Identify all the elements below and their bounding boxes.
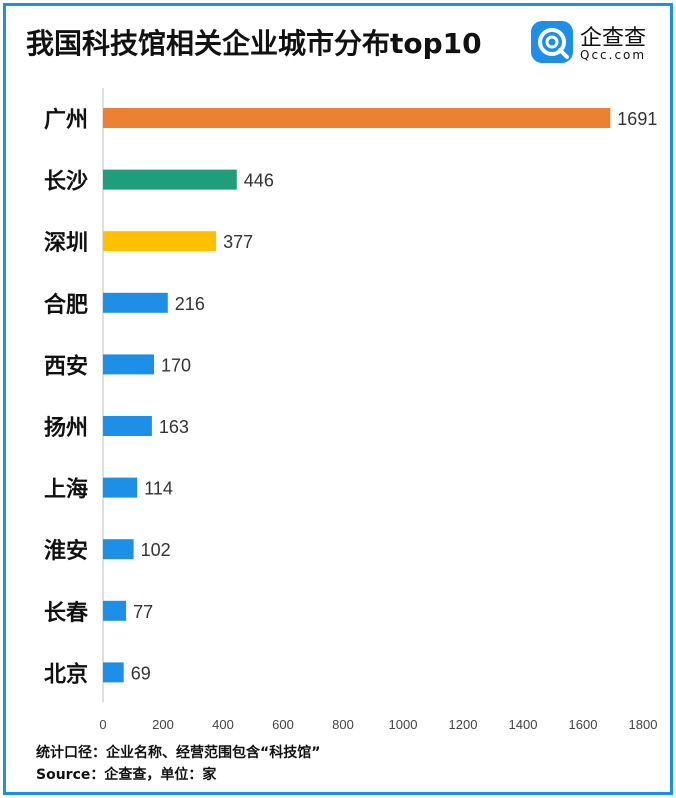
bar bbox=[103, 662, 124, 683]
category-label: 长沙 bbox=[44, 170, 88, 195]
category-label: 长春 bbox=[44, 601, 88, 626]
bar bbox=[103, 292, 168, 313]
chart-title: 我国科技馆相关企业城市分布top10 bbox=[26, 27, 482, 60]
x-tick-label: 800 bbox=[332, 717, 354, 732]
footnote-scope: 统计口径：企业名称、经营范围包含“科技馆” bbox=[36, 745, 321, 761]
data-label: 377 bbox=[223, 232, 253, 252]
x-tick-label: 1400 bbox=[509, 717, 538, 732]
bar bbox=[103, 169, 237, 190]
bar bbox=[103, 477, 138, 498]
brand-name-en: Qcc.com bbox=[580, 48, 647, 62]
qcc-logo-icon bbox=[531, 21, 573, 63]
data-label: 102 bbox=[141, 540, 171, 560]
x-tick-label: 1000 bbox=[389, 717, 418, 732]
category-label: 北京 bbox=[44, 661, 88, 687]
bar bbox=[103, 539, 134, 560]
brand-name-cn: 企查查 bbox=[580, 26, 647, 51]
category-label: 深圳 bbox=[44, 231, 88, 256]
bar bbox=[103, 354, 154, 375]
category-label: 合肥 bbox=[44, 292, 88, 318]
category-label: 淮安 bbox=[44, 538, 88, 564]
category-label: 上海 bbox=[44, 477, 88, 503]
x-tick-label: 200 bbox=[152, 717, 174, 732]
bar bbox=[103, 600, 127, 621]
data-label: 77 bbox=[133, 602, 153, 622]
data-label: 114 bbox=[144, 479, 173, 499]
x-tick-label: 0 bbox=[99, 717, 106, 732]
data-label: 69 bbox=[131, 663, 151, 683]
footnote-source: Source：企查查，单位：家 bbox=[36, 767, 217, 783]
data-label: 1691 bbox=[617, 109, 657, 129]
x-tick-label: 1200 bbox=[449, 717, 478, 732]
x-tick-label: 600 bbox=[272, 717, 294, 732]
category-label: 广州 bbox=[44, 107, 88, 133]
bar bbox=[103, 416, 152, 436]
x-tick-label: 400 bbox=[212, 717, 234, 732]
data-label: 163 bbox=[159, 417, 189, 437]
data-label: 216 bbox=[175, 294, 205, 314]
bar bbox=[103, 231, 217, 252]
bar bbox=[103, 108, 611, 128]
data-label: 170 bbox=[161, 355, 191, 375]
x-tick-label: 1800 bbox=[629, 717, 658, 732]
x-tick-label: 1600 bbox=[569, 717, 598, 732]
category-label: 西安 bbox=[44, 353, 88, 379]
qcc-logo: 企查查 Qcc.com bbox=[530, 18, 670, 68]
category-label: 扬州 bbox=[44, 416, 88, 441]
data-label: 446 bbox=[244, 171, 274, 191]
